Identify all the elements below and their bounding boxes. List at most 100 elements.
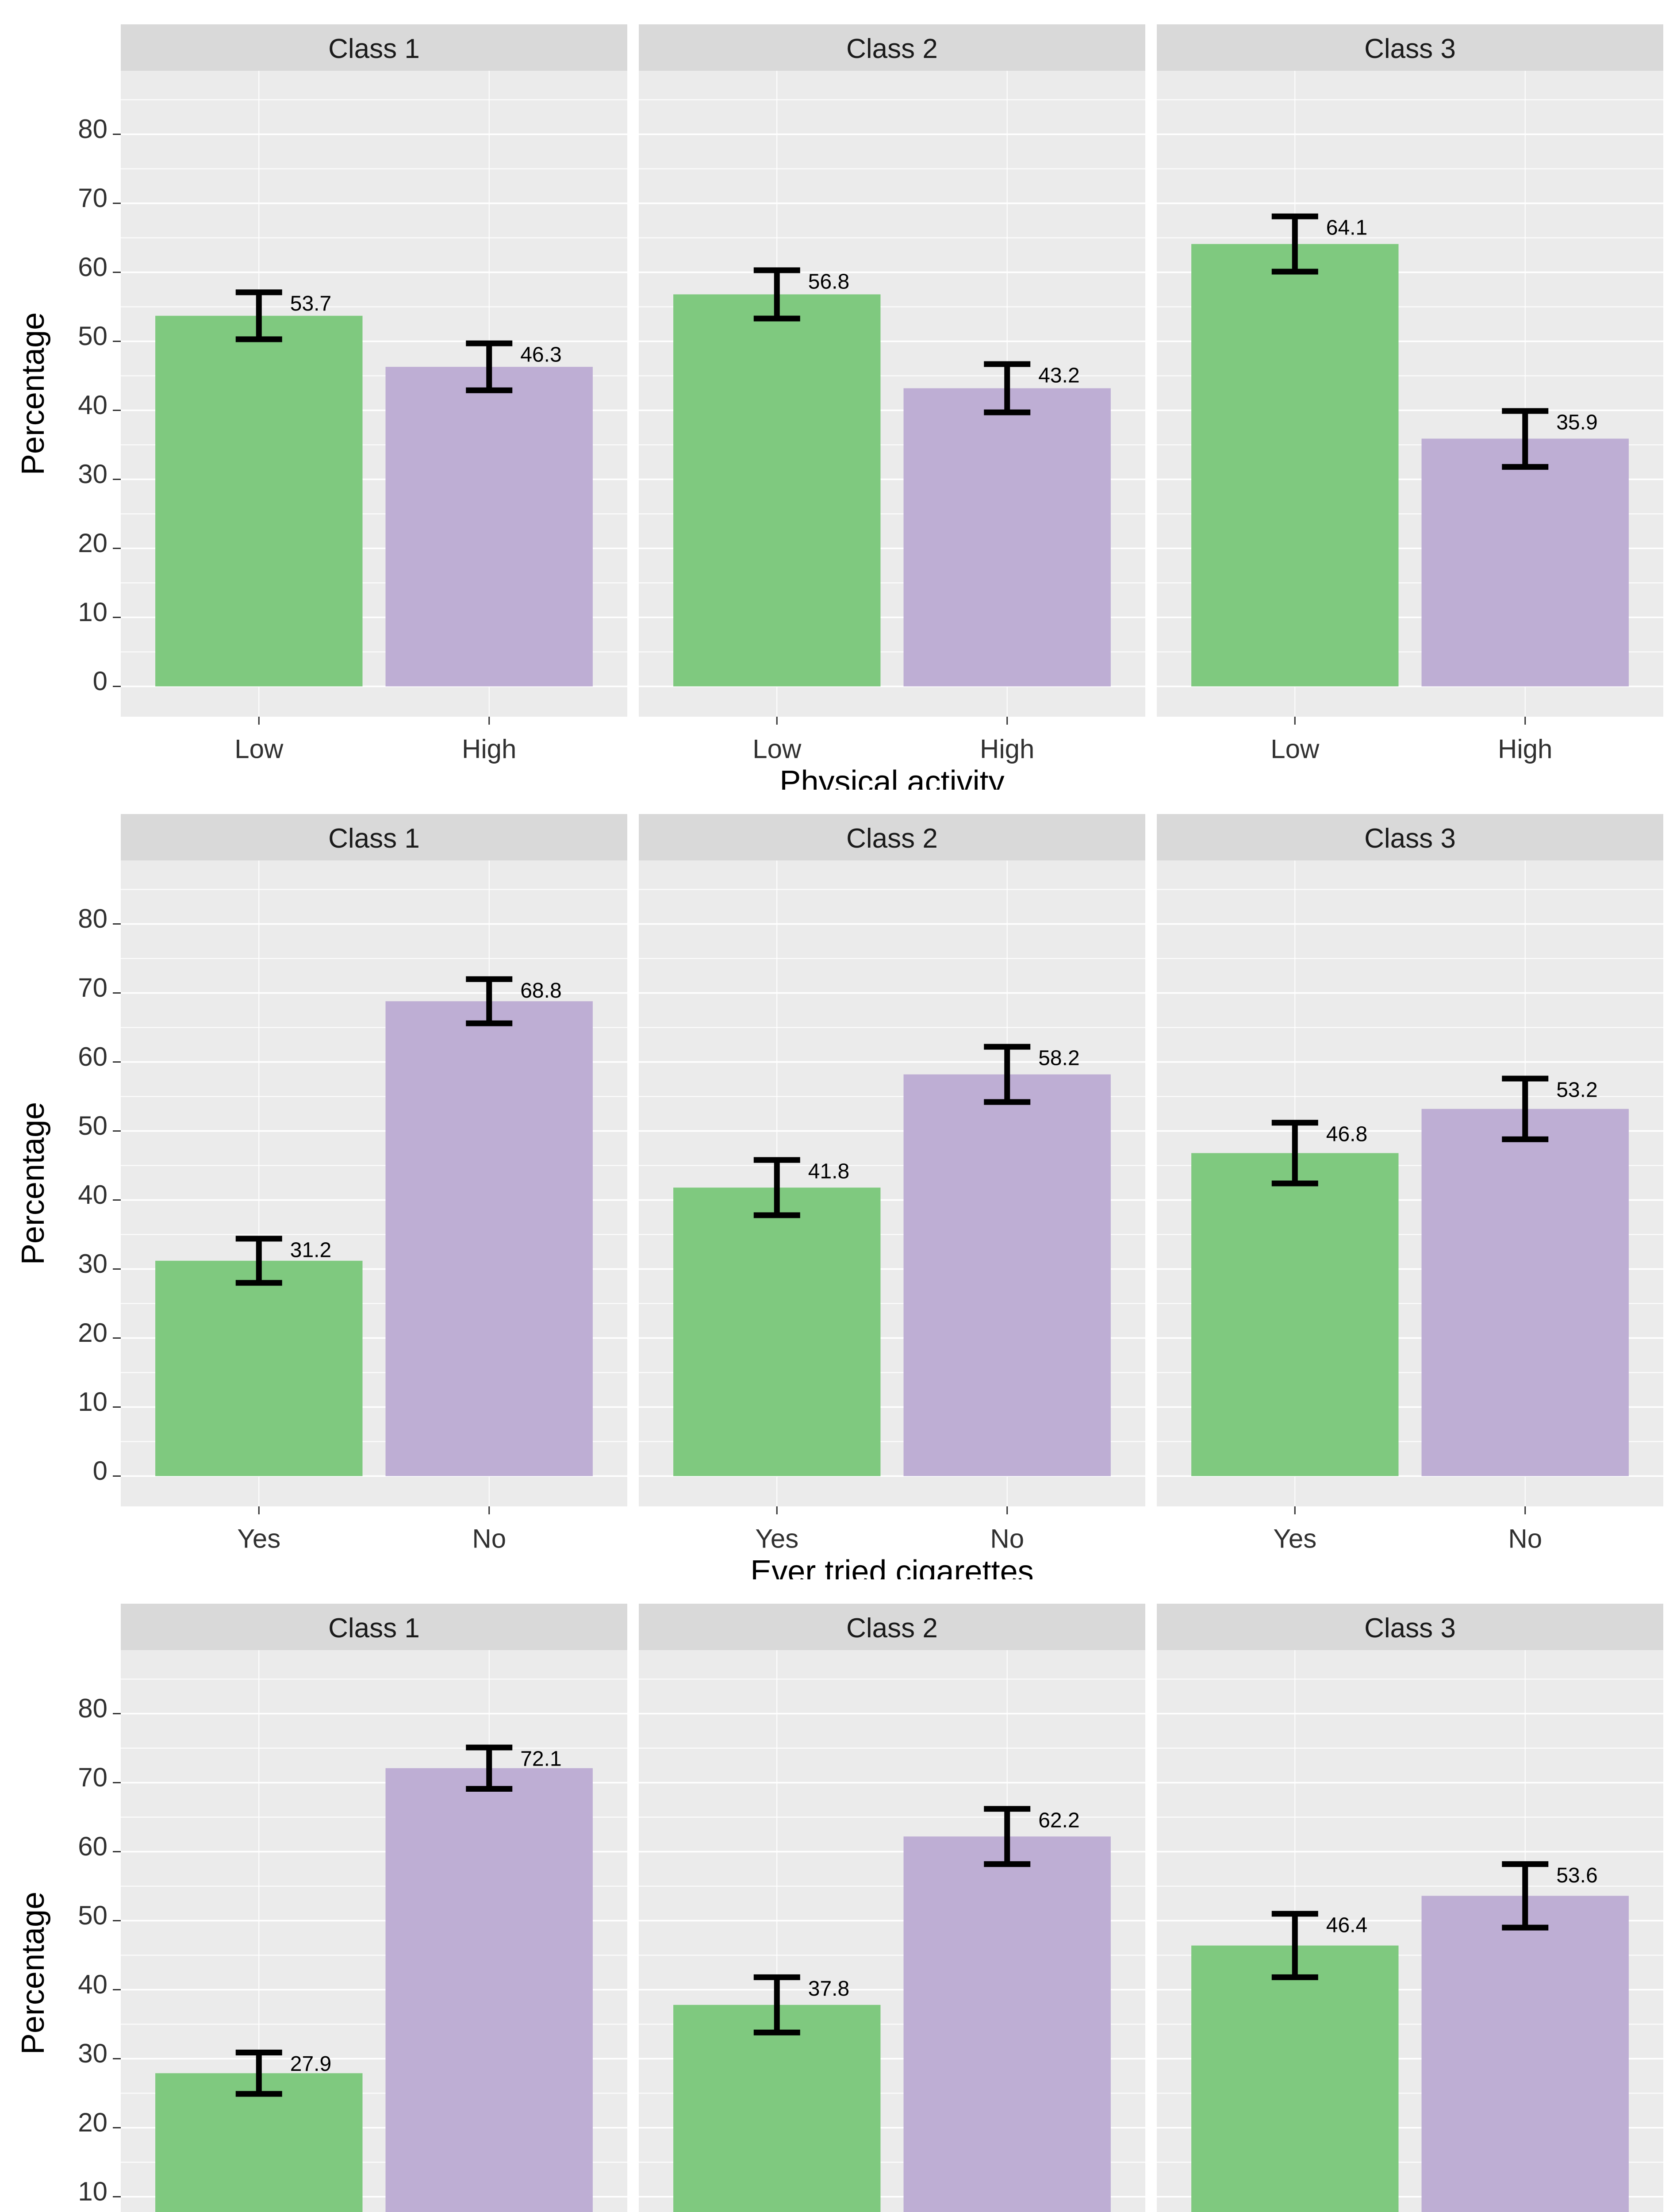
x-tick-label: Low <box>752 734 802 764</box>
chart-svg-3: Class 127.9Yes72.1NoClass 237.8Yes62.2No… <box>15 1604 1663 2212</box>
y-tick-label: 40 <box>78 1970 107 1999</box>
error-bar <box>1271 213 1318 275</box>
y-tick-label: 10 <box>78 2177 107 2206</box>
bar-value-label: 35.9 <box>1556 411 1597 434</box>
y-tick-label: 80 <box>78 904 107 933</box>
error-bar <box>1271 1911 1318 1980</box>
bar-class-2-yes <box>673 2005 881 2212</box>
y-tick-label: 20 <box>78 1318 107 1348</box>
bar-value-label: 62.2 <box>1038 1809 1079 1832</box>
y-axis-title: Percentage <box>15 312 51 475</box>
chart-figure-3: Class 127.9Yes72.1NoClass 237.8Yes62.2No… <box>0 1579 1677 2212</box>
y-axis-title: Percentage <box>15 1102 51 1265</box>
bar-class-2-yes <box>673 1187 881 1476</box>
bar-class-3-low <box>1191 244 1399 687</box>
bar-value-label: 46.4 <box>1326 1913 1367 1937</box>
error-bar <box>1502 1075 1549 1142</box>
bar-class-2-low <box>673 294 881 687</box>
bar-class-1-low <box>155 315 363 687</box>
chart-svg-1: Class 1 53.7 Low 46.3 High Class 2 56.8 Low 43.2… <box>15 24 1663 790</box>
bar-value-label: 37.8 <box>808 1977 849 2001</box>
y-tick-label: 0 <box>93 666 107 696</box>
bar-value-label: 64.1 <box>1326 216 1367 240</box>
bar-class-3-no <box>1421 1896 1629 2212</box>
x-tick-label: No <box>990 1524 1024 1554</box>
bar-class-2-no <box>903 1074 1111 1476</box>
bar-value-label: 46.3 <box>520 343 561 367</box>
bar-class-1-no <box>385 1768 593 2212</box>
y-tick-label: 10 <box>78 597 107 627</box>
bar-class-3-yes <box>1191 1945 1399 2212</box>
bar-class-1-no <box>385 1001 593 1476</box>
facet-strip-label: Class 3 <box>1364 1613 1456 1644</box>
bar-value-label: 27.9 <box>290 2052 331 2076</box>
facet-strip-label: Class 1 <box>328 1613 420 1644</box>
chart-figure-2: Class 1 31.2 Yes 68.8 No Class 2 41.8 Yes 58.2 No… <box>0 790 1677 1579</box>
bar-value-label: 46.8 <box>1326 1122 1367 1146</box>
facet-strip <box>121 1604 627 1650</box>
facet-strip-label: Class 2 <box>846 1613 938 1644</box>
x-tick-label: Yes <box>755 1524 798 1554</box>
y-tick-label: 80 <box>78 114 107 144</box>
error-bar <box>235 2049 282 2097</box>
y-tick-label: 20 <box>78 528 107 558</box>
bar-class-1-yes <box>155 1260 363 1476</box>
chart-figure-1: Class 1 53.7 Low 46.3 High Class 2 56.8 Low 43.2… <box>0 0 1677 790</box>
bar-value-label: 41.8 <box>808 1160 849 1183</box>
bar-class-2-high <box>903 388 1111 687</box>
y-tick-label: 70 <box>78 1763 107 1792</box>
bar-class-3-high <box>1421 438 1629 687</box>
bar-value-label: 43.2 <box>1038 364 1079 387</box>
x-tick-label: High <box>980 734 1034 764</box>
bar-value-label: 56.8 <box>808 270 849 293</box>
facet-strip <box>639 1604 1145 1650</box>
chart-svg-2: Class 1 31.2 Yes 68.8 No Class 2 41.8 Yes 58.2 No… <box>15 814 1663 1579</box>
y-tick-label: 50 <box>78 1901 107 1930</box>
facet-strip <box>1157 24 1663 71</box>
error-bar <box>984 361 1031 415</box>
facet-strip <box>639 814 1145 860</box>
error-bar <box>984 1044 1031 1105</box>
y-axis-title: Percentage <box>15 1892 51 2055</box>
error-bar <box>235 1236 282 1286</box>
x-tick-label: Yes <box>237 1524 280 1554</box>
facet-strip <box>121 24 627 71</box>
x-tick-label: Low <box>234 734 284 764</box>
error-bar <box>753 1974 800 2035</box>
y-tick-label: 50 <box>78 1111 107 1141</box>
error-bar <box>466 340 513 393</box>
y-tick-label: 10 <box>78 1387 107 1417</box>
facet-strip-label: Class 2 <box>846 34 938 64</box>
y-tick-label: 30 <box>78 459 107 489</box>
facet-strip-label: Class 1 <box>328 34 420 64</box>
facet-strip <box>1157 814 1663 860</box>
y-tick-label: 20 <box>78 2108 107 2137</box>
y-tick-label: 70 <box>78 183 107 213</box>
bar-class-2-no <box>903 1836 1111 2212</box>
bar-class-3-yes <box>1191 1153 1399 1476</box>
y-tick-label: 50 <box>78 321 107 351</box>
bar-value-label: 68.8 <box>520 979 561 1002</box>
error-bar <box>466 1744 513 1792</box>
y-tick-label: 30 <box>78 2039 107 2068</box>
x-tick-label: Low <box>1270 734 1320 764</box>
y-tick-label: 80 <box>78 1694 107 1723</box>
bar-value-label: 53.2 <box>1556 1078 1597 1102</box>
y-tick-label: 60 <box>78 1832 107 1861</box>
y-tick-label: 60 <box>78 252 107 282</box>
x-tick-label: No <box>472 1524 506 1554</box>
y-tick-label: 0 <box>93 1456 107 1486</box>
bar-value-label: 58.2 <box>1038 1047 1079 1070</box>
facet-strip-label: Class 2 <box>846 823 938 854</box>
error-bar <box>235 289 282 342</box>
bar-value-label: 53.6 <box>1556 1864 1597 1887</box>
y-tick-label: 40 <box>78 1180 107 1210</box>
bar-value-label: 72.1 <box>520 1747 561 1770</box>
error-bar <box>466 976 513 1026</box>
facet-strip-label: Class 3 <box>1364 823 1456 854</box>
x-tick-label: Yes <box>1273 1524 1316 1554</box>
facet-strip-label: Class 3 <box>1364 34 1456 64</box>
error-bar <box>753 1157 800 1218</box>
y-tick-label: 30 <box>78 1249 107 1279</box>
